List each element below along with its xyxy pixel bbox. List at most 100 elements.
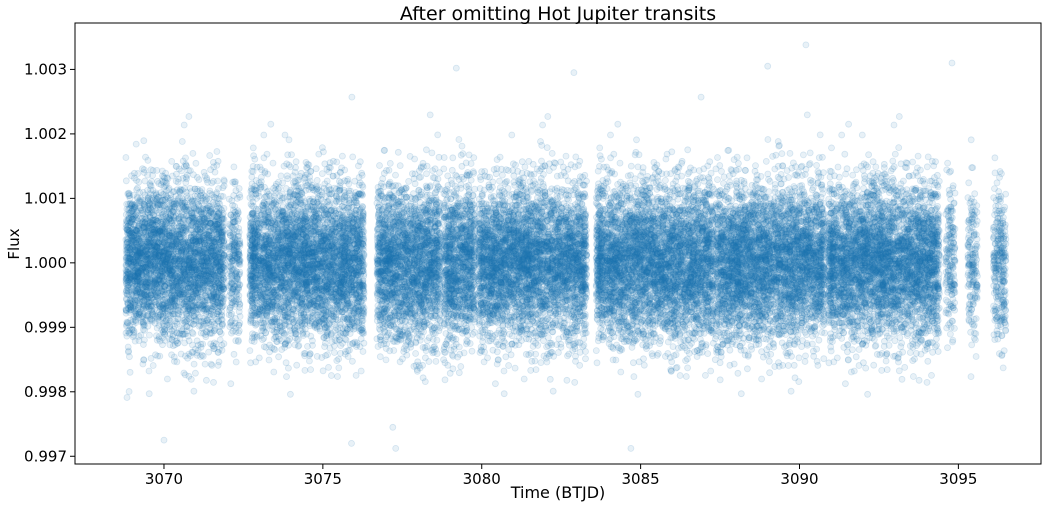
data-point: [236, 241, 242, 247]
data-point: [153, 191, 159, 197]
data-point: [202, 173, 208, 179]
data-point: [236, 229, 242, 235]
data-point: [198, 319, 204, 325]
data-point: [159, 178, 165, 184]
data-point: [293, 159, 299, 165]
data-point: [211, 239, 217, 245]
data-point: [168, 218, 174, 224]
data-point: [234, 275, 240, 281]
data-point: [179, 326, 185, 332]
data-point: [136, 179, 142, 185]
data-point: [164, 244, 170, 250]
data-point: [156, 301, 162, 307]
data-point: [152, 226, 158, 232]
data-point: [163, 170, 169, 176]
data-point: [127, 210, 133, 216]
data-point: [134, 194, 140, 200]
data-point: [154, 167, 160, 173]
data-point: [141, 223, 147, 229]
data-point: [149, 308, 155, 314]
data-point: [207, 153, 213, 159]
data-point: [180, 158, 186, 164]
data-point: [177, 190, 183, 196]
data-point: [194, 193, 200, 199]
data-point: [188, 189, 194, 195]
data-point: [123, 178, 129, 184]
data-point: [129, 173, 135, 179]
data-point: [167, 331, 173, 337]
data-point: [237, 305, 243, 311]
data-point: [141, 320, 147, 326]
data-point: [195, 302, 201, 308]
data-point: [190, 342, 196, 348]
data-point: [127, 369, 133, 375]
data-point: [219, 267, 225, 273]
data-point: [149, 247, 155, 253]
data-point: [125, 260, 131, 266]
data-point: [188, 289, 194, 295]
data-point: [189, 349, 195, 355]
data-point: [203, 306, 209, 312]
data-point: [215, 362, 221, 368]
data-point: [202, 361, 208, 367]
data-point: [230, 250, 236, 256]
data-point: [212, 301, 218, 307]
data-point: [230, 218, 236, 224]
data-point: [181, 122, 187, 128]
data-point: [192, 370, 198, 376]
data-point: [192, 258, 198, 264]
data-point: [151, 280, 157, 286]
data-point: [199, 187, 205, 193]
data-point: [195, 202, 201, 208]
data-point: [220, 216, 226, 222]
data-point: [203, 377, 209, 383]
data-point: [218, 331, 224, 337]
data-point: [231, 164, 237, 170]
data-point: [211, 340, 217, 346]
data-point: [127, 255, 133, 261]
data-point: [132, 270, 138, 276]
data-point: [228, 273, 234, 279]
data-point: [233, 329, 239, 335]
data-point: [214, 190, 220, 196]
data-point: [186, 258, 192, 264]
data-point: [168, 313, 174, 319]
data-point: [185, 265, 191, 271]
data-point: [141, 298, 147, 304]
data-point: [142, 192, 148, 198]
data-point: [196, 234, 202, 240]
data-point: [126, 354, 132, 360]
data-point: [190, 150, 196, 156]
data-point: [151, 211, 157, 217]
data-point: [126, 191, 132, 197]
data-point: [231, 351, 237, 357]
data-point: [213, 273, 219, 279]
data-point: [211, 164, 217, 170]
data-point: [213, 267, 219, 273]
data-point: [164, 207, 170, 213]
data-point: [191, 361, 197, 367]
data-point: [233, 359, 239, 365]
data-point: [207, 203, 213, 209]
data-point: [146, 391, 152, 397]
data-point: [185, 243, 191, 249]
data-point: [150, 363, 156, 369]
data-point: [207, 314, 213, 320]
data-point: [215, 178, 221, 184]
data-point: [201, 238, 207, 244]
data-point: [146, 368, 152, 374]
data-point: [146, 201, 152, 207]
data-point: [166, 232, 172, 238]
data-point: [216, 251, 222, 257]
data-point: [229, 302, 235, 308]
data-point: [148, 167, 154, 173]
data-point: [183, 204, 189, 210]
data-point: [179, 168, 185, 174]
data-point: [186, 114, 192, 120]
data-point: [137, 246, 143, 252]
data-point: [185, 280, 191, 286]
data-point: [156, 202, 162, 208]
data-point: [208, 209, 214, 215]
data-point: [350, 154, 356, 160]
